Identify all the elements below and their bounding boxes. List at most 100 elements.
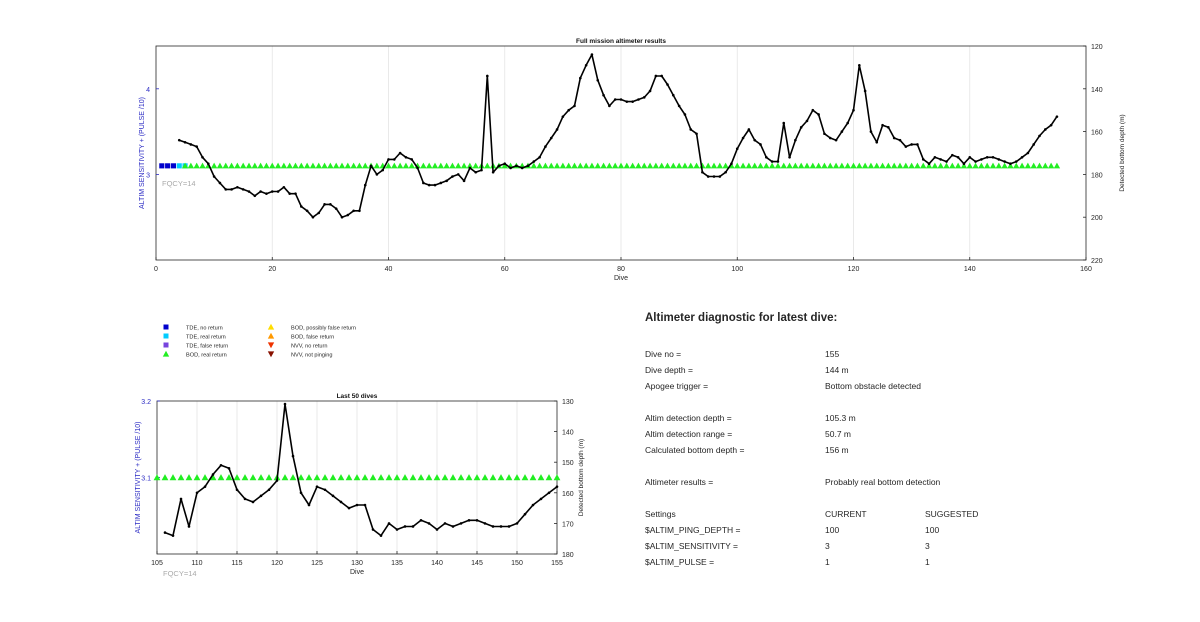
marker-triangle — [617, 162, 625, 169]
x-tick-label: 115 — [231, 560, 242, 567]
legend-triangle-down-icon — [267, 351, 275, 358]
marker-triangle — [181, 162, 189, 169]
y-right-tick-label: 170 — [562, 521, 574, 528]
marker-triangle — [465, 474, 473, 481]
marker-triangle — [844, 162, 851, 169]
marker-triangle — [350, 162, 357, 169]
bottom-depth-point — [799, 126, 803, 129]
marker-triangle — [292, 162, 299, 169]
marker-triangle — [821, 162, 828, 169]
marker-triangle — [449, 162, 456, 169]
bottom-depth-point — [334, 207, 338, 210]
marker-triangle — [315, 162, 322, 169]
marker-triangle — [687, 162, 694, 169]
marker-triangle — [537, 474, 545, 481]
bottom-depth-point — [339, 500, 343, 504]
bottom-depth-point — [207, 162, 210, 165]
marker-triangle — [216, 162, 224, 169]
marker-triangle — [890, 162, 898, 169]
diagnostic-label: Apogee trigger = — [645, 381, 709, 391]
bottom-depth-point — [724, 170, 727, 174]
diagnostic-label: Altim detection range = — [645, 429, 733, 439]
marker-triangle — [588, 162, 596, 169]
bottom-depth-point — [211, 473, 215, 476]
x-axis-label: Dive — [614, 275, 628, 282]
bottom-depth-point — [323, 488, 327, 492]
marker-triangle — [768, 162, 776, 169]
bottom-depth-point — [933, 155, 937, 159]
marker-triangle — [1013, 162, 1020, 169]
y-right-tick-label: 180 — [1091, 172, 1103, 179]
bottom-depth-point — [451, 525, 455, 528]
legend-triangle-down-icon — [267, 342, 275, 349]
marker-triangle — [757, 162, 764, 169]
marker-triangle — [827, 162, 834, 169]
bottom-depth-point — [346, 213, 350, 217]
bottom-depth-point — [363, 503, 367, 507]
chart-title: Last 50 dives — [337, 393, 378, 400]
x-tick-label: 130 — [351, 560, 363, 567]
legend-square-icon — [163, 324, 169, 330]
marker-triangle — [931, 162, 939, 169]
marker-triangle — [908, 162, 915, 169]
bottom-depth-point — [291, 454, 295, 458]
marker-triangle — [281, 474, 289, 481]
bottom-depth-point — [499, 525, 503, 528]
bottom-depth-point — [270, 190, 274, 193]
marker-triangle — [466, 162, 474, 169]
marker-triangle — [675, 162, 683, 169]
bottom-depth-point — [451, 175, 454, 178]
marker-triangle — [1042, 162, 1049, 169]
bottom-depth-point — [395, 528, 399, 531]
fqcy-annotation: FQCY=14 — [163, 569, 197, 578]
marker-triangle — [460, 162, 468, 169]
bottom-depth-point — [997, 158, 1001, 161]
bottom-depth-point — [393, 158, 396, 161]
y-right-tick-label: 220 — [1091, 258, 1103, 265]
bottom-depth-point — [523, 512, 527, 516]
marker-triangle — [949, 162, 956, 169]
diagnostic-label: Altim detection depth = — [645, 413, 732, 423]
marker-triangle — [803, 162, 811, 169]
bottom-depth-point — [358, 209, 361, 213]
y-right-tick-label: 140 — [1091, 87, 1103, 94]
diagnostic-value: 105.3 m — [825, 413, 856, 423]
bottom-depth-point — [567, 108, 570, 112]
legend: TDE, no return TDE, real return TDE, false… — [162, 323, 356, 359]
marker-triangle — [222, 162, 229, 169]
bottom-depth-point — [491, 525, 495, 528]
settings-suggested: 100 — [925, 525, 940, 535]
marker-triangle — [497, 474, 505, 481]
bottom-depth-point — [189, 143, 193, 146]
legend-item: TDE, no return — [163, 324, 223, 332]
bottom-depth-point — [283, 402, 287, 406]
bottom-depth-point — [927, 162, 931, 165]
bottom-depth-point — [416, 166, 419, 170]
marker-triangle — [529, 474, 537, 481]
bottom-depth-point — [765, 155, 768, 159]
bottom-depth-point — [163, 531, 167, 534]
marker-triangle — [187, 162, 195, 169]
legend-label: NVV, not pinging — [291, 353, 332, 359]
marker-triangle — [484, 162, 491, 169]
bottom-depth-point — [403, 525, 407, 528]
bottom-depth-point — [305, 209, 309, 213]
bottom-depth-point — [660, 74, 663, 78]
marker-triangle — [441, 474, 449, 481]
marker-triangle — [353, 474, 361, 481]
legend-label: BOD, false return — [291, 335, 334, 341]
bottom-depth-point — [573, 104, 576, 108]
bottom-depth-point — [427, 522, 431, 525]
bottom-depth-point — [456, 173, 460, 176]
bottom-depth-point — [1032, 143, 1035, 146]
bottom-depth-point — [387, 158, 390, 161]
chart-title: Full mission altimeter results — [576, 38, 666, 45]
bottom-depth-point — [788, 155, 791, 159]
y-right-tick-label: 160 — [562, 491, 574, 498]
bottom-depth-point — [1014, 160, 1018, 163]
bottom-depth-point — [265, 192, 268, 195]
bottom-depth-point — [486, 74, 489, 78]
bottom-depth-point — [224, 188, 228, 191]
bottom-depth-point — [515, 164, 518, 168]
marker-triangle — [978, 162, 985, 169]
